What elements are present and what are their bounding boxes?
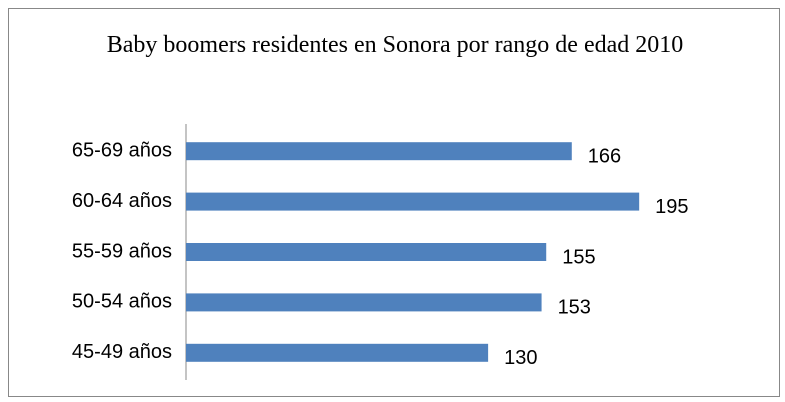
- y-tick-label: 65-69 años: [72, 139, 172, 161]
- value-label: 130: [504, 347, 537, 369]
- bar: [186, 243, 547, 261]
- value-label: 195: [655, 196, 688, 218]
- bar: [186, 192, 640, 211]
- chart-border: [8, 8, 780, 397]
- value-label: 153: [558, 297, 591, 319]
- bar: [186, 142, 572, 161]
- chart-title: Baby boomers residentes en Sonora por ra…: [106, 32, 684, 58]
- bar: [186, 343, 489, 362]
- y-tick-label: 60-64 años: [72, 190, 172, 212]
- y-tick-label: 45-49 años: [72, 341, 172, 363]
- y-tick-label: 50-54 años: [72, 291, 172, 313]
- value-label: 155: [562, 246, 595, 268]
- y-tick-label: 55-59 años: [72, 240, 172, 262]
- bar: [186, 293, 542, 312]
- value-label: 166: [588, 145, 621, 167]
